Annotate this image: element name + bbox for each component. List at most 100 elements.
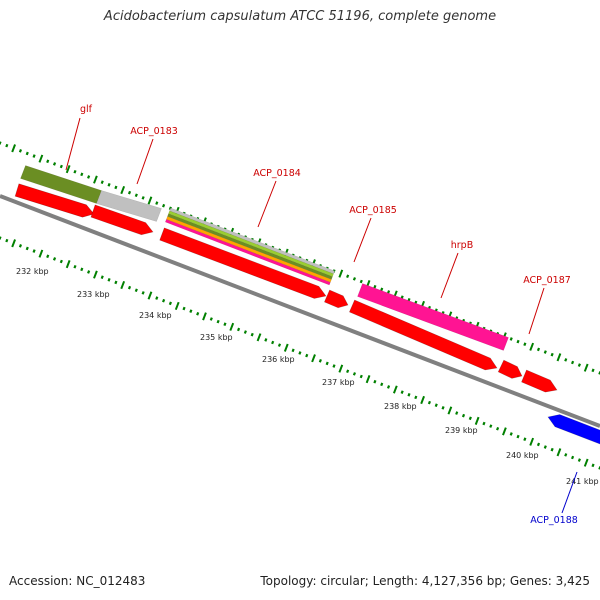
kbp-label: 239 kbp — [445, 426, 478, 435]
outer-minor-tick — [346, 274, 350, 279]
inner-major-tick — [365, 375, 371, 384]
inner-minor-tick — [523, 437, 527, 441]
outer-minor-tick — [564, 358, 568, 362]
cds-acp0183-arrow — [90, 204, 154, 236]
inner-major-tick — [174, 301, 180, 311]
inner-major-tick — [502, 427, 507, 436]
inner-minor-tick — [468, 416, 472, 421]
kbp-label: 237 kbp — [322, 378, 355, 387]
outer-minor-tick — [168, 206, 172, 211]
inner-minor-tick — [216, 319, 220, 324]
inner-major-tick — [311, 354, 316, 363]
inner-major-tick — [420, 395, 425, 405]
outer-minor-tick — [59, 164, 63, 169]
inner-minor-tick — [359, 374, 363, 379]
inner-minor-tick — [141, 291, 145, 295]
inner-minor-tick — [209, 317, 213, 321]
genome-summary-text: Topology: circular; Length: 4,127,356 bp… — [260, 574, 590, 588]
inner-minor-tick — [114, 280, 118, 285]
inner-minor-tick — [52, 257, 57, 261]
inner-minor-tick — [346, 369, 350, 374]
gene-leader-line — [353, 217, 372, 263]
outer-minor-tick — [509, 337, 513, 341]
gene-label: ACP_0183 — [130, 126, 178, 137]
inner-minor-tick — [441, 406, 445, 410]
outer-minor-tick — [141, 196, 145, 200]
inner-minor-tick — [489, 424, 493, 428]
gene-labels: glf ACP_0183 ACP_0184 ACP_0185 hrpB ACP_0187 A… — [65, 104, 578, 526]
inner-minor-tick — [0, 236, 2, 240]
inner-major-tick — [147, 291, 153, 300]
gene-label: hrpB — [451, 240, 473, 251]
gene-leader-line — [528, 287, 545, 335]
inner-minor-tick — [162, 298, 166, 303]
inner-major-tick — [583, 458, 589, 467]
inner-major-tick — [556, 448, 562, 457]
gene-leader-line — [257, 180, 277, 228]
backbone — [0, 194, 600, 428]
kbp-label: 232 kbp — [16, 267, 49, 276]
feature-track — [20, 165, 509, 351]
inner-minor-tick — [271, 340, 275, 345]
inner-minor-tick — [414, 395, 418, 400]
accession-text: Accession: NC_012483 — [9, 574, 146, 588]
inner-minor-tick — [386, 385, 391, 389]
inner-minor-tick — [400, 390, 404, 394]
inner-minor-tick — [107, 278, 111, 282]
outer-minor-tick — [73, 169, 77, 174]
outer-minor-tick — [134, 193, 138, 198]
inner-minor-tick — [134, 288, 138, 293]
inner-minor-tick — [25, 246, 29, 251]
outer-major-tick — [65, 165, 71, 174]
inner-major-tick — [283, 343, 289, 352]
cds-acp0186-arrow — [497, 359, 523, 379]
inner-minor-tick — [59, 259, 63, 264]
inner-minor-tick — [73, 264, 77, 269]
gene-leader-line — [136, 138, 154, 185]
gene-label: ACP_0184 — [253, 168, 301, 179]
inner-minor-tick — [482, 421, 486, 426]
inner-major-tick — [529, 437, 535, 446]
inner-minor-tick — [127, 285, 132, 290]
outer-minor-tick — [386, 290, 391, 294]
inner-minor-tick — [182, 306, 186, 311]
inner-minor-tick — [325, 361, 329, 366]
cds-glf-arrow — [14, 183, 95, 218]
inner-minor-tick — [305, 353, 309, 358]
inner-major-tick — [11, 239, 16, 248]
inner-minor-tick — [298, 351, 302, 355]
inner-minor-tick — [250, 332, 254, 337]
inner-minor-tick — [318, 359, 322, 363]
outer-minor-tick — [162, 203, 166, 208]
inner-minor-tick — [496, 426, 500, 431]
inner-major-tick — [392, 385, 398, 394]
outer-major-tick — [38, 154, 44, 163]
inner-minor-tick — [32, 249, 36, 253]
outer-minor-tick — [536, 347, 541, 352]
outer-minor-tick — [114, 185, 118, 190]
cds-acp0188-arrow — [547, 414, 600, 445]
outer-minor-tick — [107, 183, 111, 187]
inner-minor-tick — [564, 453, 568, 457]
map-title: Acidobacterium capsulatum ATCC 51196, co… — [103, 9, 497, 24]
outer-minor-tick — [87, 175, 91, 179]
inner-minor-tick — [461, 413, 466, 418]
inner-minor-tick — [264, 338, 268, 342]
inner-minor-tick — [196, 311, 200, 316]
inner-major-tick — [38, 249, 44, 258]
gene-label: ACP_0185 — [349, 205, 397, 216]
outer-minor-tick — [571, 360, 575, 365]
inner-major-tick — [447, 406, 453, 415]
outer-minor-tick — [543, 350, 547, 354]
inner-major-tick — [229, 322, 235, 331]
gene-label: ACP_0187 — [523, 275, 571, 286]
gene-label: glf — [80, 104, 93, 115]
inner-minor-tick — [536, 442, 541, 447]
outer-major-tick — [556, 353, 562, 362]
inner-minor-tick — [571, 455, 575, 460]
inner-minor-tick — [509, 432, 513, 436]
outer-major-tick — [120, 185, 126, 195]
inner-major-tick — [65, 260, 71, 269]
inner-minor-tick — [352, 372, 357, 376]
gene-leader-line — [65, 117, 81, 171]
